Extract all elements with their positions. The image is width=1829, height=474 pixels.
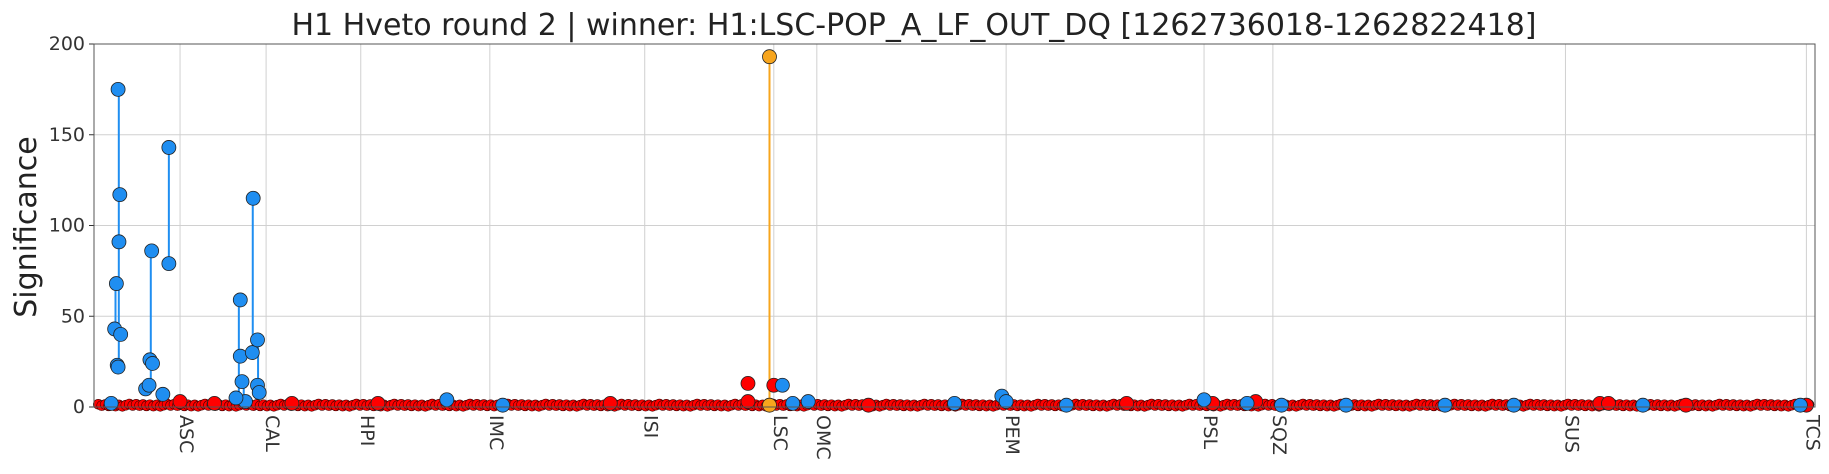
axes xyxy=(89,43,1816,408)
above-point xyxy=(1274,397,1289,413)
y-tick-label: 200 xyxy=(49,33,85,55)
x-tick-label-lsc: LSC xyxy=(769,415,791,451)
above-point xyxy=(1338,397,1354,413)
y-tick-label: 150 xyxy=(49,124,85,146)
above-point xyxy=(1792,397,1808,413)
above-point xyxy=(110,81,126,97)
above-point xyxy=(1196,392,1212,408)
above-point xyxy=(250,332,265,348)
above-point xyxy=(234,374,250,389)
below-point xyxy=(284,395,300,411)
x-tick-label-pem: PEM xyxy=(1001,415,1023,455)
y-tick-label: 100 xyxy=(49,215,85,237)
above-point xyxy=(161,140,177,155)
above-point xyxy=(111,234,127,250)
above-point xyxy=(1437,397,1453,413)
x-tick-label-hpi: HPI xyxy=(356,415,378,446)
chart-title: H1 Hveto round 2 | winner: H1:LSC-POP_A_… xyxy=(292,8,1537,43)
above-point xyxy=(155,386,171,402)
above-point xyxy=(113,326,129,342)
x-tick-label-omc: OMC xyxy=(812,415,834,460)
above-point xyxy=(495,397,511,413)
winner-point xyxy=(762,397,777,413)
above-point xyxy=(251,385,267,400)
x-tick-label-sqz: SQZ xyxy=(1268,415,1290,455)
above-point xyxy=(103,395,119,411)
x-tick-label-psl: PSL xyxy=(1199,415,1221,450)
below-point xyxy=(740,376,756,391)
above-point xyxy=(800,394,816,409)
grid xyxy=(94,43,1815,408)
below-point xyxy=(207,395,222,411)
above-point xyxy=(439,392,455,408)
y-axis-label: Significance xyxy=(9,136,44,318)
above-point xyxy=(144,243,160,259)
above-point xyxy=(141,377,157,393)
above-point xyxy=(112,187,128,203)
x-tick-label-asc: ASC xyxy=(175,415,197,453)
above-point xyxy=(1635,397,1651,413)
winner-point xyxy=(762,49,777,65)
y-tick-labels: 0 50 100 150 200 xyxy=(49,33,85,418)
x-tick-labels: ASC CAL HPI IMC ISI LSC OMC PEM PSL SQZ SUS TCS xyxy=(175,414,1823,460)
above-point xyxy=(245,190,261,206)
y-tick-label: 0 xyxy=(73,396,85,418)
above-point xyxy=(998,394,1014,409)
above-point xyxy=(244,345,260,360)
below-point xyxy=(1119,395,1134,411)
y-tick-label: 50 xyxy=(61,305,85,327)
below-point xyxy=(1601,395,1616,411)
above-point xyxy=(1239,395,1255,411)
above-point xyxy=(1058,397,1074,413)
above-point xyxy=(1506,397,1522,413)
below-point xyxy=(861,397,876,413)
above-point xyxy=(232,292,248,308)
above-point xyxy=(110,359,126,375)
above-point xyxy=(228,390,244,406)
above-point xyxy=(785,395,801,411)
below-point xyxy=(370,395,386,411)
x-tick-label-imc: IMC xyxy=(485,415,507,450)
below-point xyxy=(740,394,756,409)
above-point xyxy=(947,395,962,411)
plot-frame xyxy=(93,43,1816,408)
above-point xyxy=(775,377,790,393)
x-tick-label-cal: CAL xyxy=(261,415,283,452)
below-point xyxy=(1678,397,1694,413)
x-tick-label-isi: ISI xyxy=(640,415,662,438)
x-tick-label-sus: SUS xyxy=(1560,415,1582,453)
below-point xyxy=(172,394,188,409)
below-point xyxy=(602,395,618,411)
above-point xyxy=(108,276,124,291)
above-point xyxy=(145,356,160,371)
above-point xyxy=(161,256,177,272)
stems xyxy=(114,56,771,407)
x-tick-label-tcs: TCS xyxy=(1801,414,1823,451)
